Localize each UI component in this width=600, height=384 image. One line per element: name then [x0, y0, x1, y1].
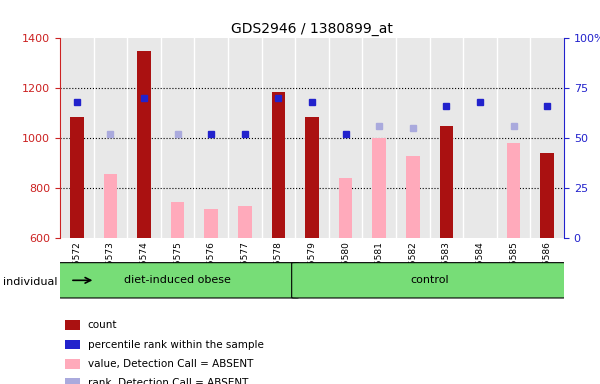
Bar	[104, 174, 117, 238]
Bar	[65, 379, 80, 384]
Text: control: control	[410, 275, 449, 285]
Bar	[137, 51, 151, 238]
Bar	[65, 340, 80, 349]
Text: percentile rank within the sample: percentile rank within the sample	[88, 339, 263, 349]
Bar	[339, 178, 352, 238]
Bar	[305, 117, 319, 238]
Bar	[205, 209, 218, 238]
Bar	[541, 153, 554, 238]
Bar	[373, 138, 386, 238]
Bar	[238, 205, 251, 238]
Text: individual: individual	[3, 277, 58, 287]
FancyBboxPatch shape	[292, 263, 568, 298]
Title: GDS2946 / 1380899_at: GDS2946 / 1380899_at	[231, 22, 393, 36]
Bar	[507, 143, 520, 238]
Text: rank, Detection Call = ABSENT: rank, Detection Call = ABSENT	[88, 378, 248, 384]
Bar	[171, 202, 184, 238]
Bar	[65, 320, 80, 330]
Text: count: count	[88, 320, 117, 330]
Bar	[70, 117, 83, 238]
FancyBboxPatch shape	[56, 263, 299, 298]
Text: diet-induced obese: diet-induced obese	[124, 275, 231, 285]
Bar	[406, 156, 419, 238]
Bar	[272, 92, 285, 238]
Text: value, Detection Call = ABSENT: value, Detection Call = ABSENT	[88, 359, 253, 369]
Bar	[440, 126, 453, 238]
Bar	[65, 359, 80, 369]
